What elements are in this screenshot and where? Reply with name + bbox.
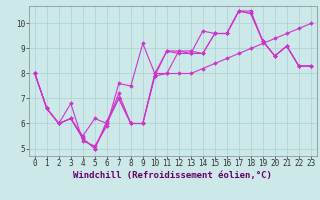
X-axis label: Windchill (Refroidissement éolien,°C): Windchill (Refroidissement éolien,°C) [73,171,272,180]
